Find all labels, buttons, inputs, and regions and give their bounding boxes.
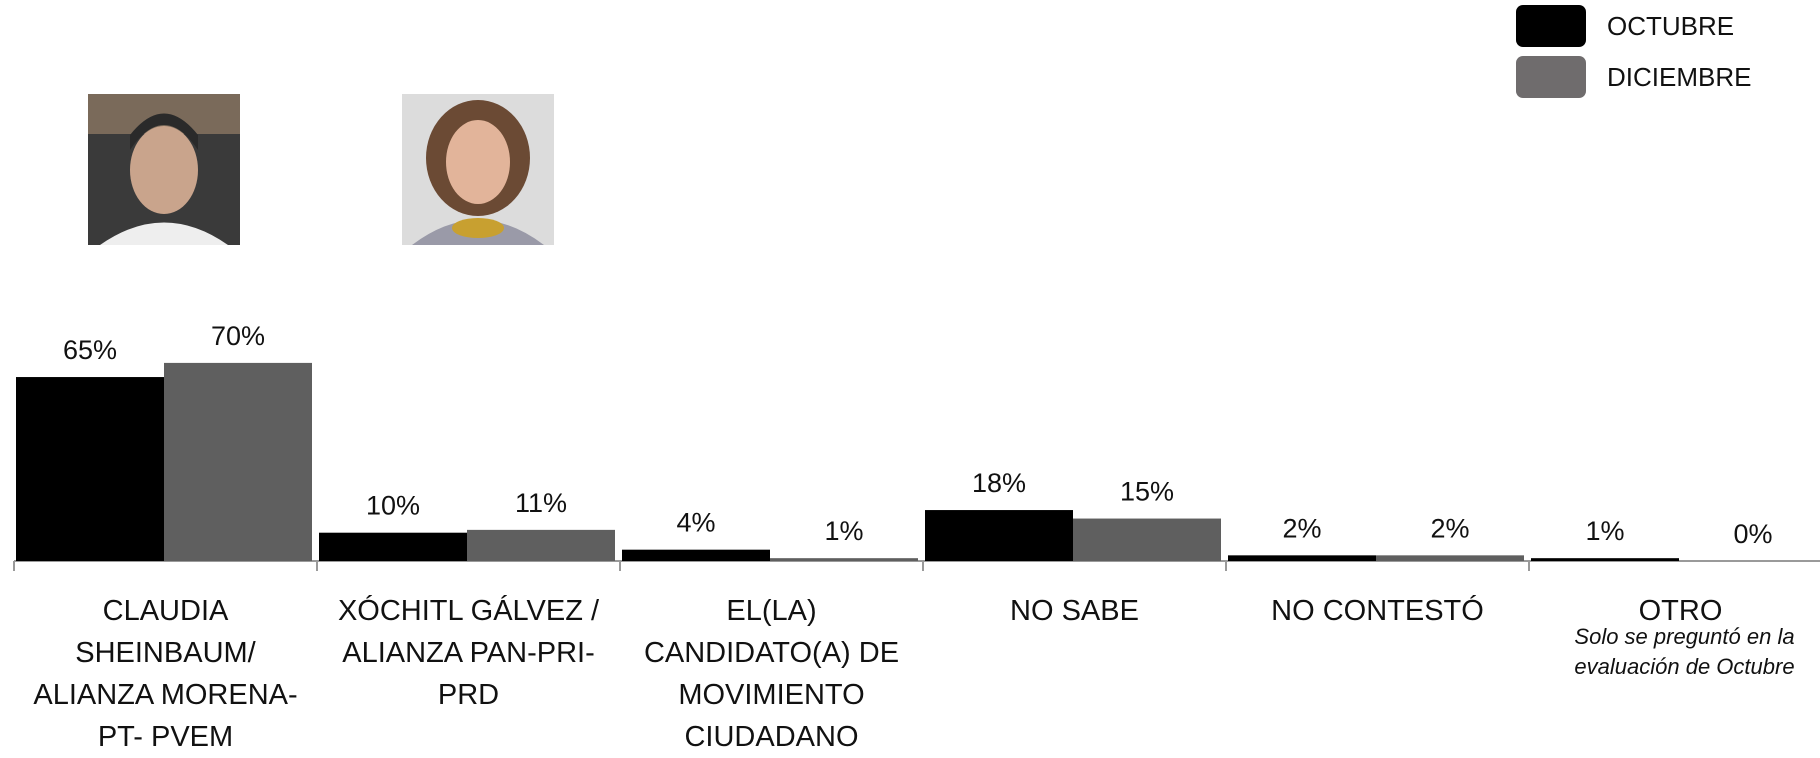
x-tick-label: NO CONTESTÓ bbox=[1233, 590, 1523, 632]
bar bbox=[164, 363, 312, 561]
bar bbox=[319, 533, 467, 561]
legend-swatch bbox=[1516, 56, 1586, 98]
bar bbox=[1073, 519, 1221, 561]
value-label: 2% bbox=[1282, 513, 1321, 543]
value-label: 0% bbox=[1733, 519, 1772, 549]
value-label: 18% bbox=[972, 468, 1026, 498]
annotation: Solo se preguntó en la evaluación de Oct… bbox=[1555, 622, 1815, 682]
value-label: 15% bbox=[1120, 477, 1174, 507]
value-label: 1% bbox=[824, 516, 863, 546]
bar bbox=[1228, 555, 1376, 561]
value-label: 11% bbox=[515, 488, 567, 518]
bar bbox=[770, 558, 918, 561]
value-label: 2% bbox=[1430, 513, 1469, 543]
x-tick-label: XÓCHITL GÁLVEZ / ALIANZA PAN-PRI-PRD bbox=[324, 590, 614, 716]
legend-label: OCTUBRE bbox=[1607, 11, 1734, 42]
legend-swatch bbox=[1516, 5, 1586, 47]
x-tick-label: CLAUDIA SHEINBAUM/ ALIANZA MORENA-PT- PV… bbox=[21, 590, 311, 758]
value-label: 1% bbox=[1585, 516, 1624, 546]
bar bbox=[1531, 558, 1679, 561]
value-label: 65% bbox=[63, 335, 117, 365]
bar bbox=[622, 550, 770, 561]
photo-galvez bbox=[402, 94, 554, 245]
photo-sheinbaum bbox=[88, 94, 240, 245]
bar bbox=[925, 510, 1073, 561]
bar bbox=[467, 530, 615, 561]
value-label: 10% bbox=[366, 491, 420, 521]
bar bbox=[1376, 555, 1524, 561]
legend-label: DICIEMBRE bbox=[1607, 62, 1751, 93]
x-tick-label: NO SABE bbox=[930, 590, 1220, 632]
value-label: 70% bbox=[211, 321, 265, 351]
bar bbox=[16, 377, 164, 561]
x-tick-label: EL(LA) CANDIDATO(A) DE MOVIMIENTO CIUDAD… bbox=[627, 590, 917, 758]
value-label: 4% bbox=[676, 508, 715, 538]
